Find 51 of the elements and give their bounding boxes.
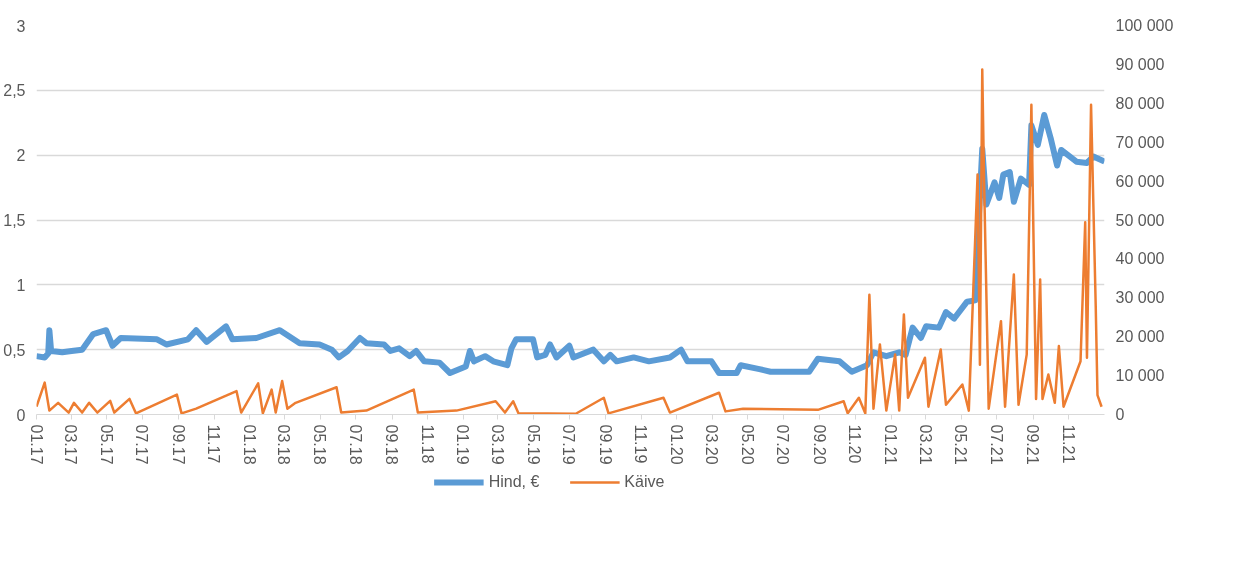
x-tick-label: 01.21 [882,424,900,465]
x-tick-label: 07.18 [346,424,364,465]
y-tick-label: 2,5 [3,82,26,100]
x-tick-label: 11.18 [418,424,436,464]
y-tick-label: 0 [16,406,26,424]
x-tick-label: 05.20 [738,424,756,465]
y-tick-label: 1,5 [3,212,26,229]
x-tick-label: 03.21 [916,424,934,465]
y2-tick-label: 80 000 [1115,94,1165,112]
x-tick-label: 05.21 [952,424,970,465]
x-tick-label: 01.18 [240,424,258,465]
y-tick-label: 0,5 [3,341,26,359]
x-tick-label: 01.17 [27,424,45,465]
y2-tick-label: 50 000 [1115,211,1165,229]
y2-tick-label: 70 000 [1115,133,1165,151]
x-tick-label: 01.19 [454,424,472,465]
x-tick-label: 11.21 [1059,424,1077,464]
y2-tick-label: 100 000 [1115,17,1174,34]
x-tick-label: 05.18 [311,424,329,465]
x-tick-label: 07.19 [560,424,578,465]
line-series [36,68,1103,415]
x-tick-label: 11.17 [205,424,223,464]
y2-tick-label: 0 [1115,406,1125,423]
x-tick-label: 09.20 [810,424,828,465]
y2-tick-label: 30 000 [1115,289,1165,307]
x-tick-label: 03.20 [703,424,721,465]
x-tick-label: 07.21 [987,424,1005,465]
x-tick-label: 09.19 [596,424,614,465]
y2-tick-label: 20 000 [1115,328,1165,346]
x-tick-label: 07.20 [774,424,792,465]
y-tick-label: 2 [16,147,26,165]
y-tick-label: 3 [16,17,26,35]
x-tick-label: 03.19 [488,424,506,465]
x-tick-label: 05.19 [524,424,542,465]
x-tick-label: 11.19 [632,424,650,464]
x-tick-label: 09.17 [169,424,187,465]
y-tick-label: 1 [16,276,26,294]
x-tick-label: 03.18 [275,424,293,465]
x-tick-label: 03.17 [62,424,80,465]
x-tick-label: 09.21 [1024,424,1042,465]
y2-tick-label: 90 000 [1115,55,1165,73]
x-tick-label: 09.18 [383,424,401,465]
y2-tick-label: 10 000 [1115,367,1165,385]
x-tick-label: 01.20 [667,424,685,465]
x-tick-label: 11.20 [846,424,864,464]
y2-tick-label: 40 000 [1115,250,1165,268]
legend-label: Käive [624,473,665,491]
legend-label: Hind, € [488,473,540,491]
x-tick-label: 05.17 [97,424,115,465]
x-tick-label: 07.17 [133,424,151,465]
y2-tick-label: 60 000 [1115,172,1165,190]
